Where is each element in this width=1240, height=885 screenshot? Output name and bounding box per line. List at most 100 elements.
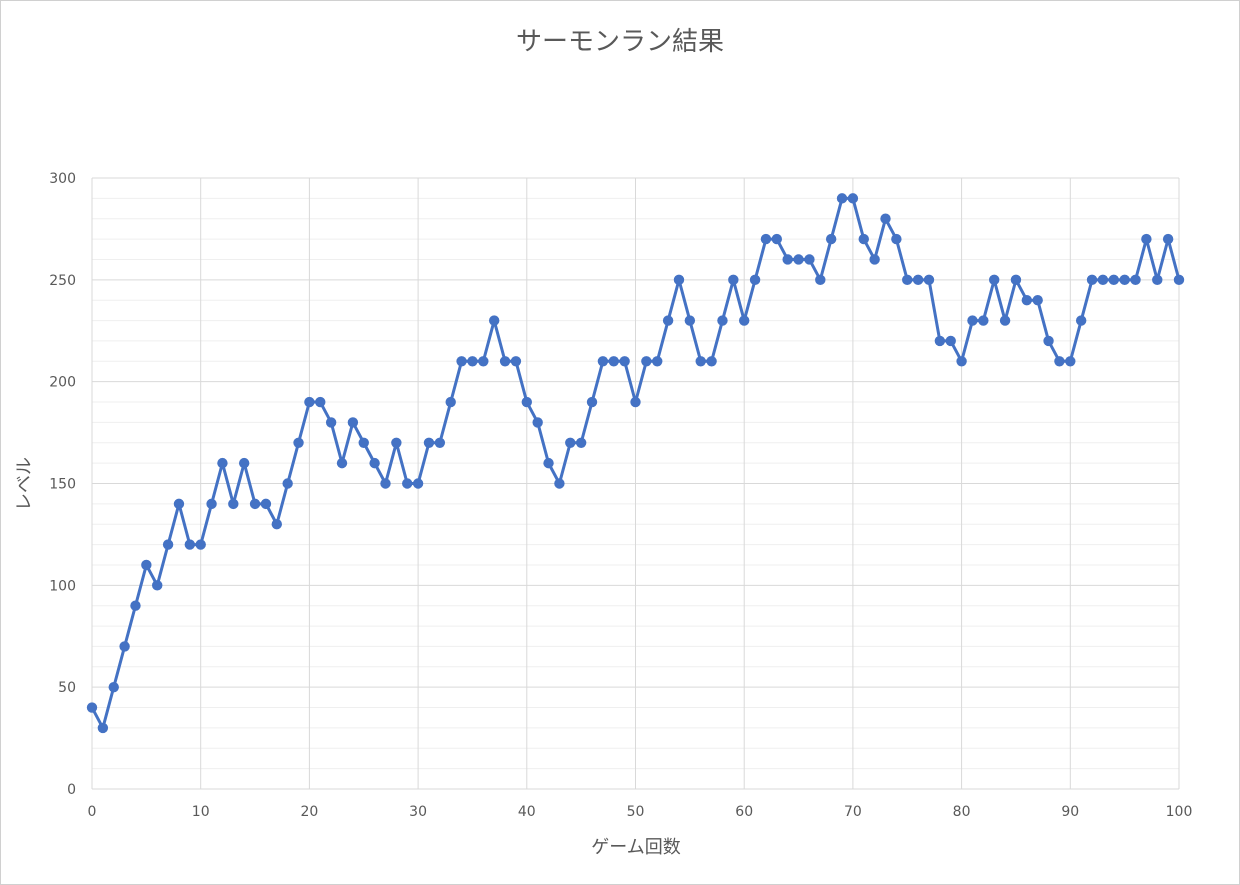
data-point [532, 417, 543, 428]
data-point [1021, 295, 1033, 306]
data-point [195, 539, 206, 550]
data-point [456, 356, 467, 367]
data-point [869, 254, 880, 265]
data-point [391, 437, 402, 448]
data-point [945, 335, 956, 347]
data-point [956, 356, 967, 367]
data-point [760, 233, 772, 245]
data-point [347, 417, 359, 428]
data-point [912, 274, 924, 286]
data-point [902, 274, 913, 286]
data-point [1043, 335, 1054, 347]
data-point [86, 702, 98, 713]
data-point [586, 396, 598, 408]
data-point [108, 681, 119, 693]
data-point [184, 539, 196, 550]
data-point [315, 396, 326, 408]
data-point [206, 498, 217, 510]
data-point [652, 356, 663, 367]
data-point [771, 233, 783, 245]
data-point [325, 417, 337, 428]
data-point [402, 478, 413, 489]
data-point [847, 193, 859, 204]
data-point [1152, 274, 1163, 286]
data-point [488, 315, 500, 326]
data-point [815, 274, 826, 286]
data-point [684, 315, 696, 326]
data-point [271, 519, 282, 530]
data-point [565, 437, 576, 448]
x-tick-label: 10 [192, 804, 210, 820]
data-point [858, 233, 869, 245]
data-point [641, 356, 652, 367]
y-tick-label: 250 [49, 273, 76, 289]
data-point [934, 335, 946, 347]
x-tick-label: 60 [735, 804, 753, 820]
data-point [1075, 315, 1087, 326]
data-point [630, 396, 641, 408]
data-point [706, 356, 717, 367]
x-tick-label: 70 [844, 804, 862, 820]
data-point [825, 233, 837, 245]
x-tick-label: 20 [300, 804, 318, 820]
data-point [749, 274, 761, 286]
data-point [619, 356, 630, 367]
data-point [217, 457, 228, 469]
data-point [923, 274, 935, 286]
data-point [891, 233, 902, 245]
data-point [228, 498, 239, 510]
x-tick-label: 100 [1166, 804, 1193, 820]
data-point [1065, 356, 1076, 367]
data-point [1162, 233, 1174, 245]
data-point [304, 396, 315, 408]
data-point [836, 193, 848, 204]
data-point [510, 356, 522, 367]
data-point [1086, 274, 1098, 286]
y-tick-labels: 0 50 100 150 200 250 300 [49, 171, 76, 798]
x-tick-label: 90 [1061, 804, 1079, 820]
data-point [336, 457, 348, 469]
data-point [1173, 274, 1185, 286]
data-point [728, 274, 739, 286]
data-point [282, 478, 293, 489]
data-point [260, 498, 272, 510]
x-tick-label: 40 [518, 804, 536, 820]
y-tick-label: 100 [49, 578, 76, 594]
data-point [293, 437, 304, 448]
data-point [162, 539, 174, 550]
data-point [543, 457, 554, 469]
x-tick-label: 30 [409, 804, 427, 820]
data-point [608, 356, 619, 367]
data-point [445, 396, 456, 408]
data-point [380, 478, 391, 489]
data-point [717, 315, 728, 326]
x-tick-label: 50 [627, 804, 645, 820]
y-tick-label: 200 [49, 375, 76, 391]
data-point [423, 437, 435, 448]
data-point [1119, 274, 1130, 286]
y-tick-label: 50 [58, 680, 76, 696]
chart-title: サーモンラン結果 [516, 27, 724, 57]
data-point [119, 641, 130, 652]
data-point [1054, 356, 1065, 367]
data-point [575, 437, 587, 448]
data-point [369, 457, 380, 469]
data-point [249, 498, 261, 510]
data-point [673, 274, 685, 286]
data-point [1097, 274, 1109, 286]
data-point [1010, 274, 1022, 286]
data-point [1130, 274, 1141, 286]
data-point [880, 213, 891, 224]
data-point [478, 356, 489, 367]
data-point [967, 315, 978, 326]
data-point [238, 457, 250, 469]
data-point [467, 356, 478, 367]
data-point [695, 356, 706, 367]
data-point [597, 356, 609, 367]
data-point [412, 478, 424, 489]
data-point [141, 559, 152, 571]
x-tick-label: 0 [88, 804, 97, 820]
grid-lines [91, 177, 1180, 790]
data-point [782, 254, 793, 265]
